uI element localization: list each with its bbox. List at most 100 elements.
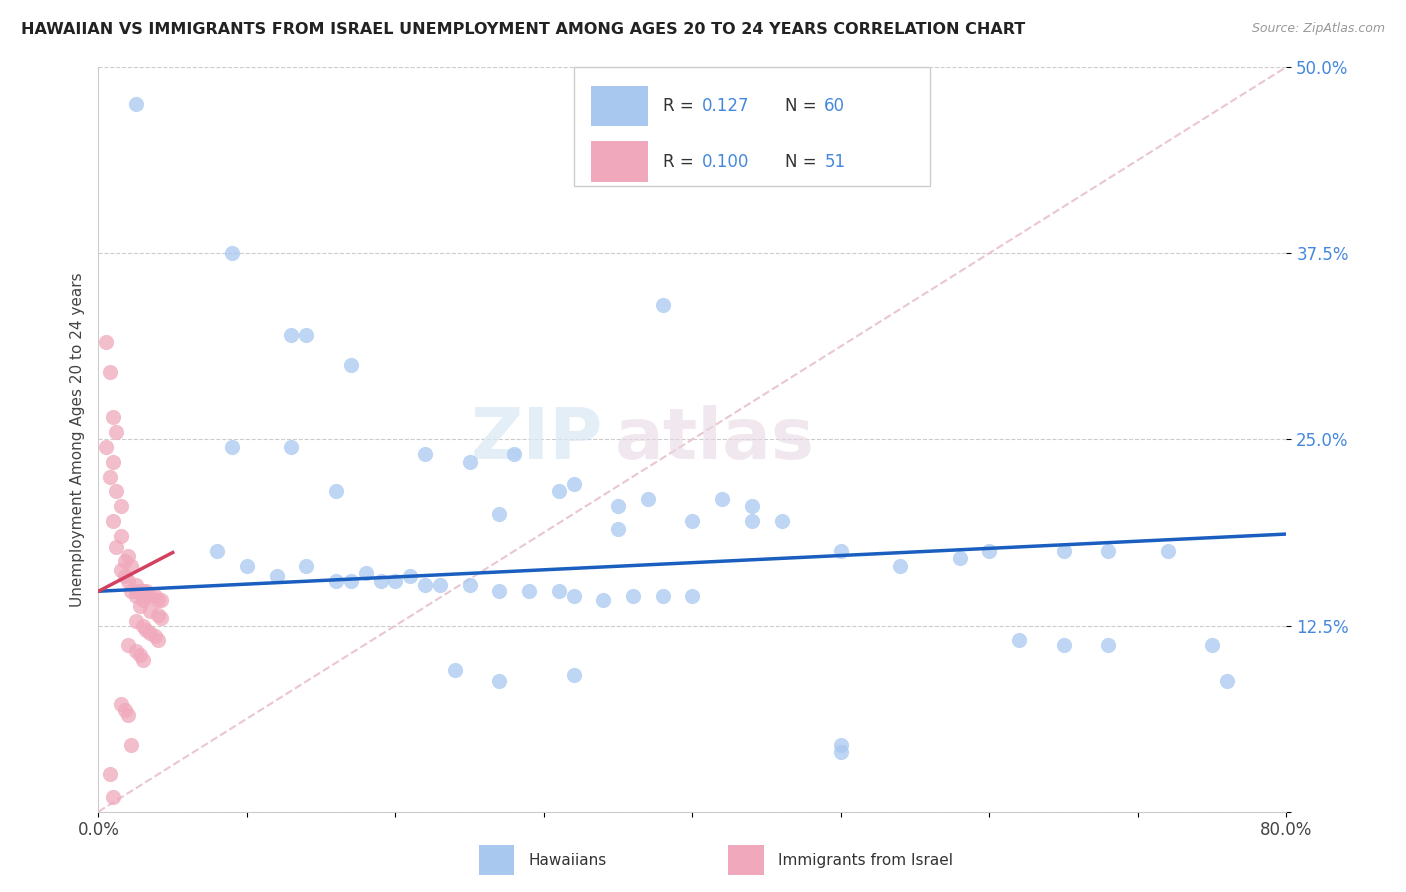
Point	[562, 667, 585, 681]
Text: ZIP: ZIP	[471, 405, 603, 474]
Point	[110, 563, 132, 577]
Point	[110, 500, 132, 514]
Point	[135, 589, 157, 603]
Point	[129, 584, 152, 599]
Point	[146, 608, 169, 623]
Point	[105, 484, 128, 499]
Point	[503, 447, 526, 461]
Point	[280, 440, 302, 454]
Point	[621, 589, 644, 603]
Point	[1216, 673, 1239, 688]
Point	[94, 440, 117, 454]
Point	[325, 484, 347, 499]
Point	[517, 584, 540, 599]
Text: Immigrants from Israel: Immigrants from Israel	[778, 853, 953, 868]
Text: R =: R =	[662, 153, 699, 171]
Point	[98, 469, 121, 483]
Point	[1201, 638, 1223, 652]
Point	[236, 558, 259, 573]
Point	[103, 409, 125, 424]
Point	[1097, 544, 1119, 558]
Point	[124, 644, 146, 658]
Point	[1008, 633, 1031, 648]
Text: 51: 51	[824, 153, 845, 171]
Point	[770, 514, 793, 528]
Point	[325, 574, 347, 588]
Y-axis label: Unemployment Among Ages 20 to 24 years: Unemployment Among Ages 20 to 24 years	[69, 272, 84, 607]
Point	[124, 578, 146, 592]
Point	[889, 558, 911, 573]
Text: HAWAIIAN VS IMMIGRANTS FROM ISRAEL UNEMPLOYMENT AMONG AGES 20 TO 24 YEARS CORREL: HAWAIIAN VS IMMIGRANTS FROM ISRAEL UNEMP…	[21, 22, 1025, 37]
Point	[458, 578, 481, 592]
Point	[139, 626, 162, 640]
Point	[384, 574, 406, 588]
Point	[120, 584, 142, 599]
FancyBboxPatch shape	[592, 86, 648, 127]
Point	[1053, 638, 1076, 652]
Text: N =: N =	[785, 97, 823, 115]
Point	[1053, 544, 1076, 558]
Point	[488, 584, 510, 599]
Point	[562, 477, 585, 491]
FancyBboxPatch shape	[728, 846, 763, 875]
Point	[949, 551, 972, 566]
Point	[488, 673, 510, 688]
Point	[98, 365, 121, 379]
Point	[124, 584, 146, 599]
Point	[295, 328, 318, 343]
Point	[105, 425, 128, 439]
Point	[340, 574, 363, 588]
Point	[205, 544, 228, 558]
Point	[547, 584, 569, 599]
Point	[979, 544, 1001, 558]
Point	[117, 638, 139, 652]
Text: 0.100: 0.100	[702, 153, 749, 171]
Point	[139, 604, 162, 618]
Text: 0.127: 0.127	[702, 97, 749, 115]
Point	[562, 589, 585, 603]
Point	[132, 653, 155, 667]
Point	[681, 589, 703, 603]
Point	[124, 614, 146, 628]
Point	[132, 584, 155, 599]
Text: N =: N =	[785, 153, 823, 171]
Point	[607, 522, 630, 536]
Point	[221, 440, 243, 454]
Point	[458, 455, 481, 469]
Point	[103, 455, 125, 469]
Text: Source: ZipAtlas.com: Source: ZipAtlas.com	[1251, 22, 1385, 36]
Point	[120, 558, 142, 573]
Point	[110, 698, 132, 712]
Text: atlas: atlas	[616, 405, 815, 474]
Point	[146, 633, 169, 648]
Point	[135, 623, 157, 637]
Point	[1156, 544, 1178, 558]
Text: R =: R =	[662, 97, 699, 115]
Point	[114, 703, 136, 717]
Point	[830, 738, 852, 752]
Point	[340, 358, 363, 372]
Point	[149, 611, 172, 625]
FancyBboxPatch shape	[574, 67, 931, 186]
Point	[651, 589, 673, 603]
Point	[132, 618, 155, 632]
Point	[143, 589, 166, 603]
Point	[830, 745, 852, 759]
Point	[443, 663, 465, 677]
Text: 60: 60	[824, 97, 845, 115]
Point	[117, 574, 139, 588]
Point	[488, 507, 510, 521]
FancyBboxPatch shape	[478, 846, 515, 875]
Point	[124, 589, 146, 603]
Point	[547, 484, 569, 499]
Point	[129, 599, 152, 614]
Text: Hawaiians: Hawaiians	[529, 853, 607, 868]
Point	[132, 593, 155, 607]
Point	[135, 584, 157, 599]
Point	[399, 569, 422, 583]
Point	[221, 246, 243, 260]
Point	[124, 97, 146, 112]
Point	[637, 491, 659, 506]
Point	[139, 589, 162, 603]
Point	[105, 540, 128, 554]
